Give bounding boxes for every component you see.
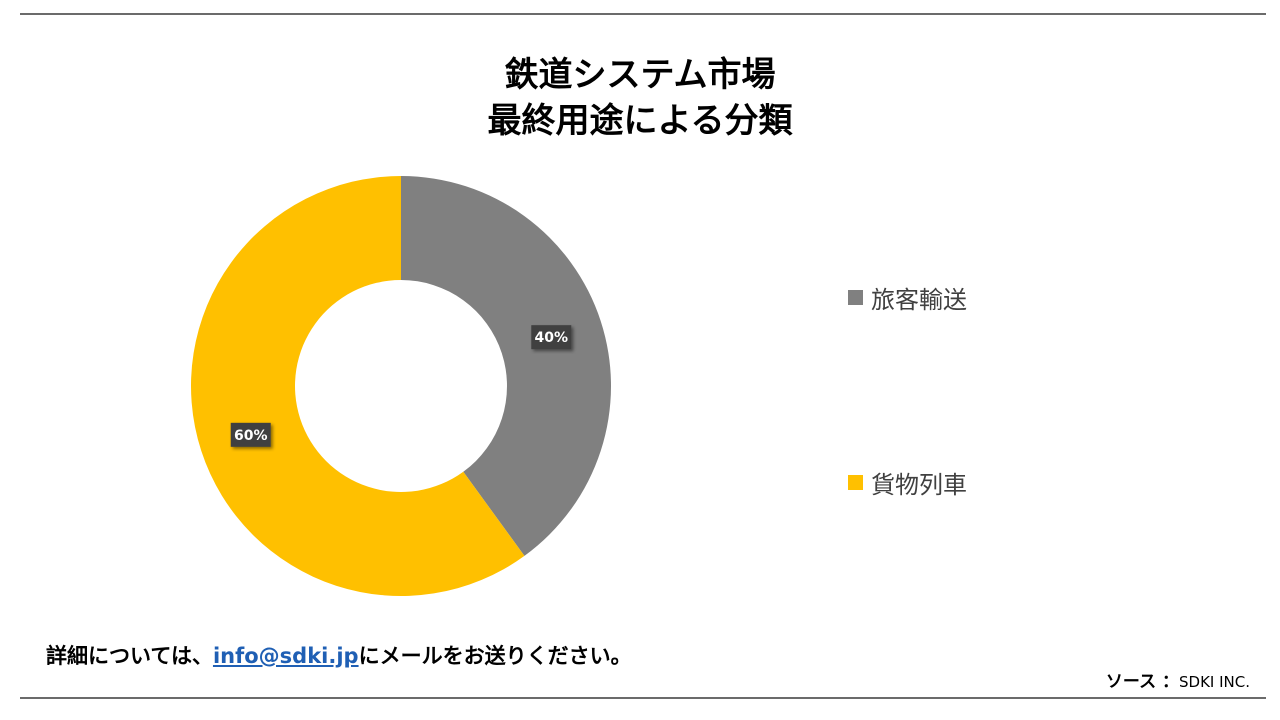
contact-note-prefix: 詳細については、: [46, 644, 213, 668]
chart-title-line-2: 最終用途による分類: [487, 101, 793, 141]
slice-freight: [191, 176, 525, 596]
legend-swatch-passenger: [848, 290, 863, 305]
bottom-divider: [20, 697, 1266, 699]
top-divider: [20, 13, 1266, 15]
slice-passenger: [401, 176, 611, 556]
contact-note: 詳細については、info@sdki.jpにメールをお送りください。: [46, 640, 632, 670]
legend-item-freight: 貨物列車: [848, 465, 967, 500]
slice-freight-label: 60%: [230, 422, 271, 447]
legend-label-freight: 貨物列車: [871, 471, 967, 499]
slice-passenger-label: 40%: [531, 325, 572, 350]
legend-label-passenger: 旅客輸送: [871, 286, 967, 314]
slice-passenger-label-box: [531, 325, 572, 350]
contact-note-suffix: にメールをお送りください。: [358, 644, 632, 668]
slice-freight-label-box: [230, 422, 271, 447]
source-label: ソース ：: [1105, 672, 1179, 692]
source-credit: ソース ：SDKI INC.: [1106, 667, 1250, 692]
legend-item-passenger: 旅客輸送: [848, 280, 967, 315]
chart-title: 鉄道システム市場 最終用途による分類: [0, 52, 1280, 144]
slice-freight-label-text: 60%: [234, 428, 268, 444]
legend-swatch-freight: [848, 475, 863, 490]
email-link[interactable]: info@sdki.jp: [212, 644, 359, 668]
source-value: SDKI INC.: [1179, 673, 1250, 691]
slice-passenger-label-text: 40%: [535, 330, 569, 346]
chart-title-line-1: 鉄道システム市場: [504, 55, 776, 95]
